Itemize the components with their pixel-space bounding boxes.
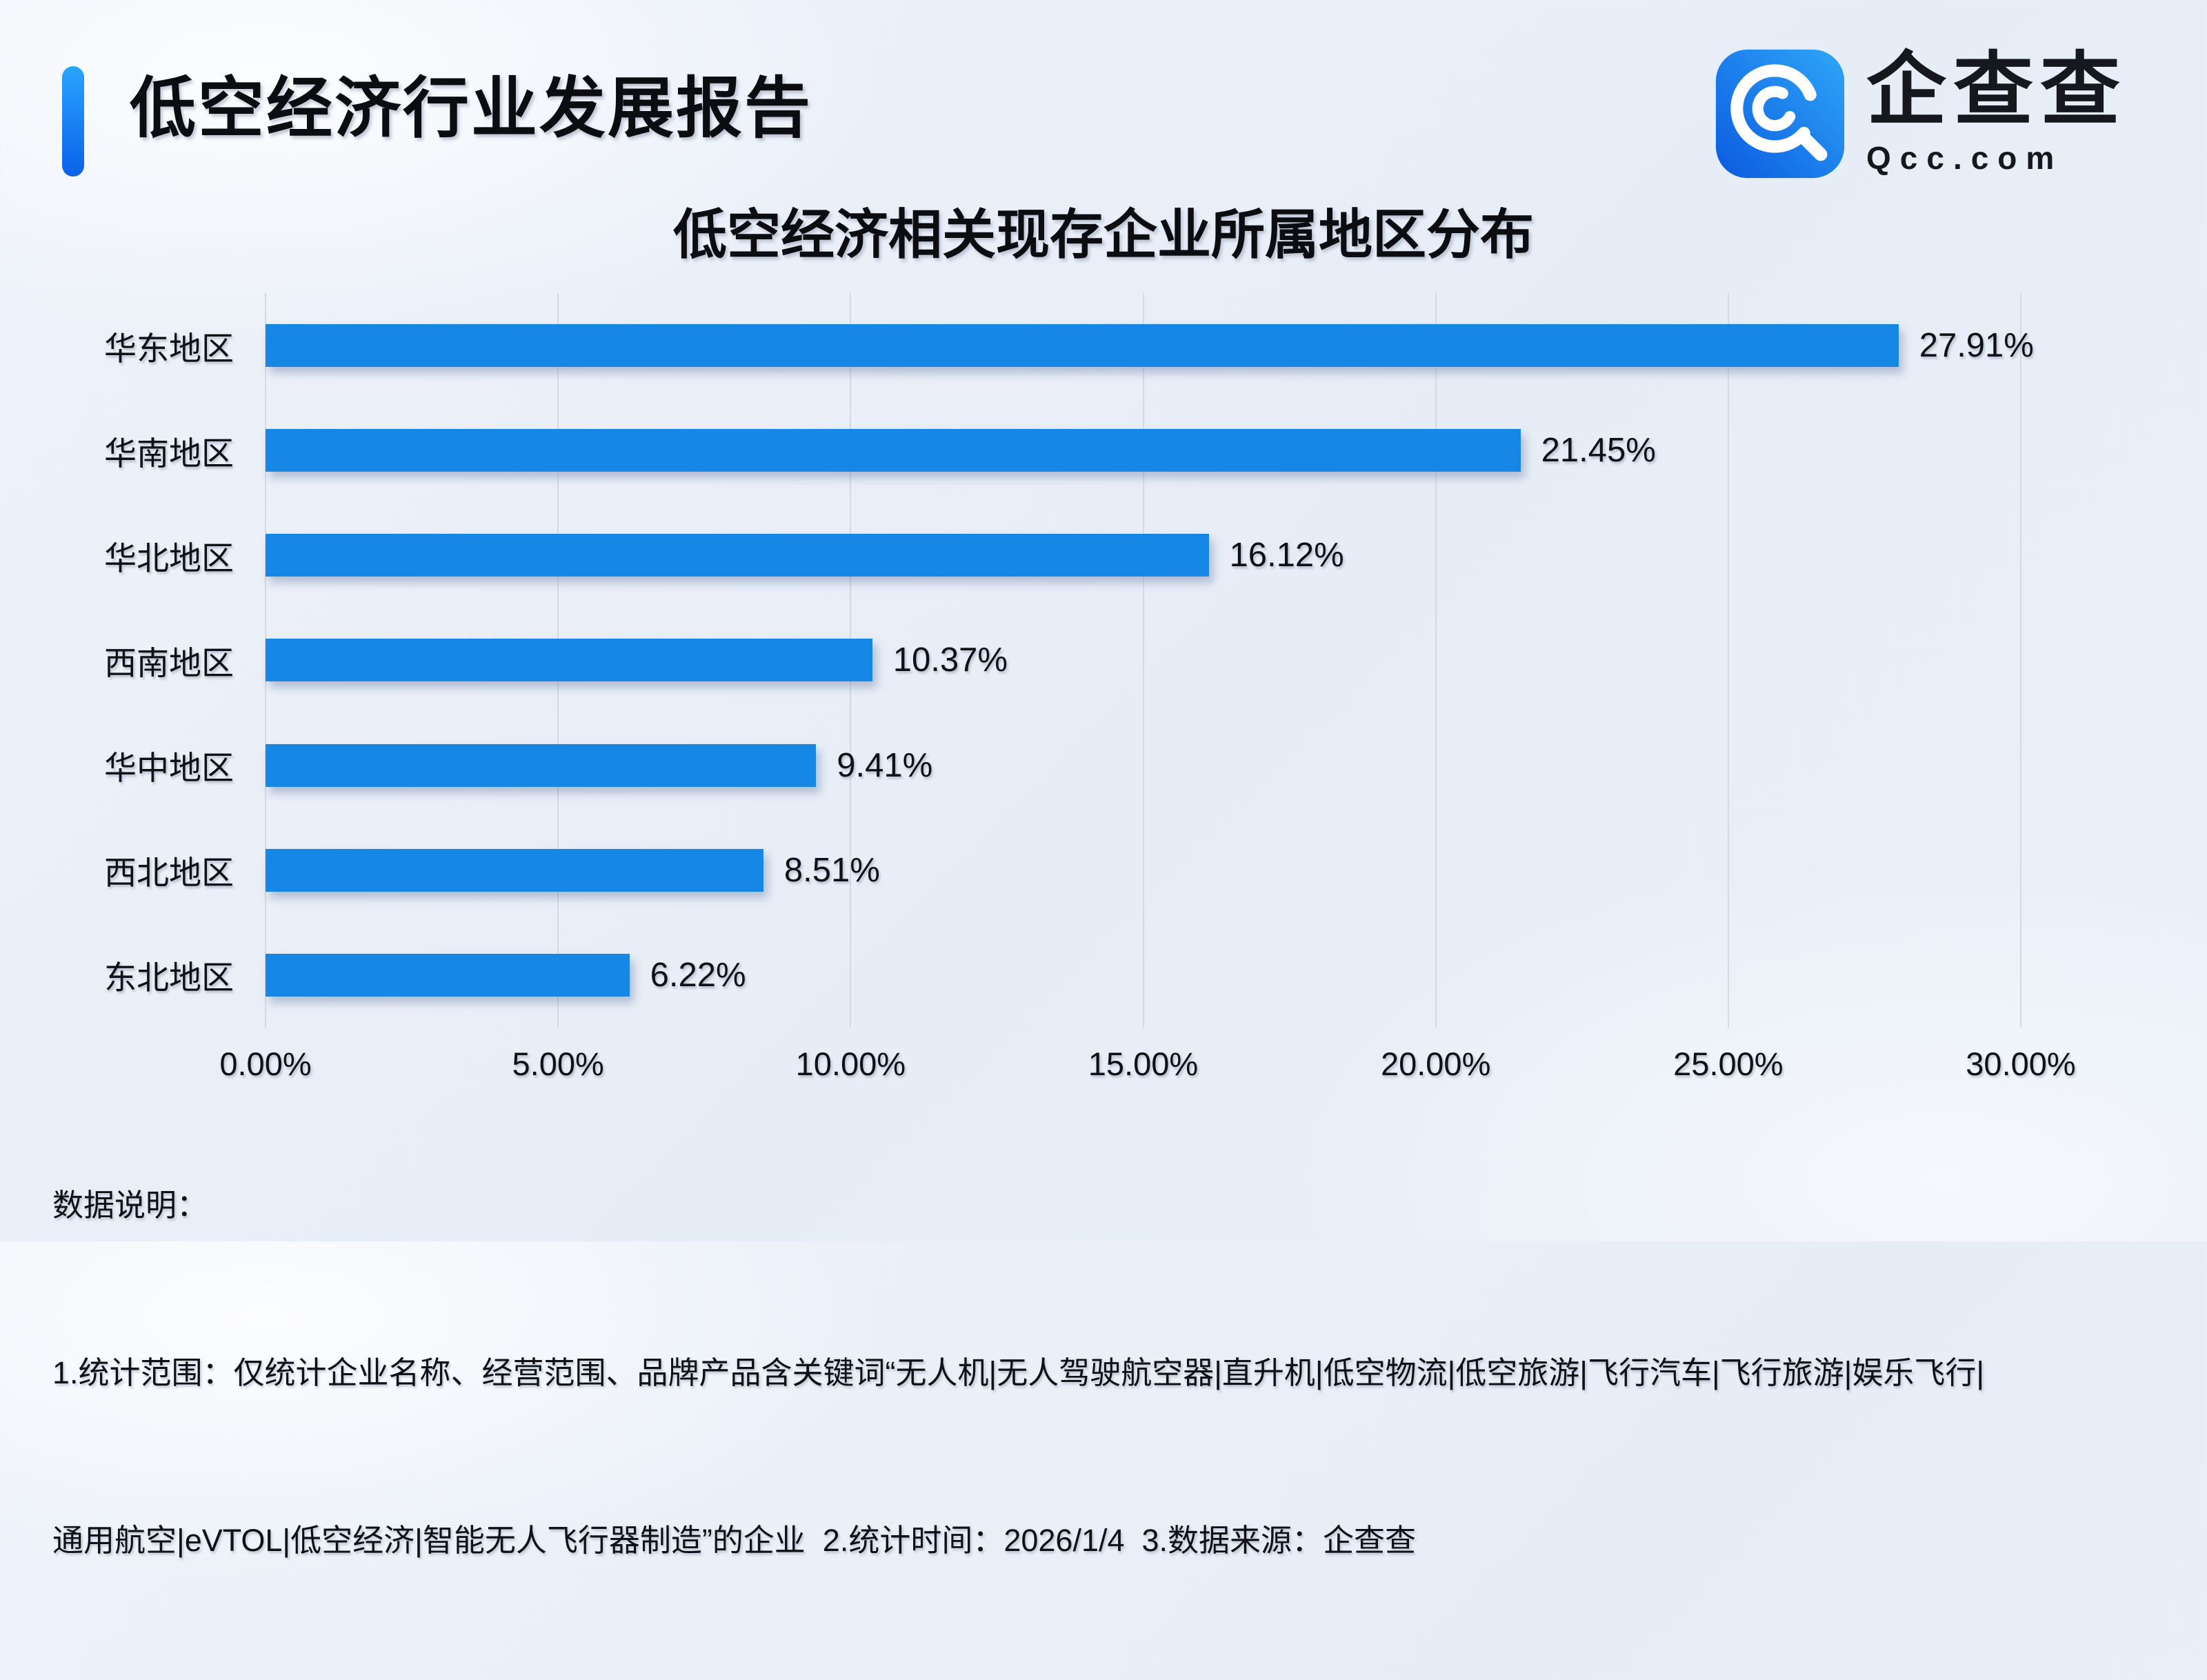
bar (266, 534, 1209, 577)
value-label: 6.22% (650, 956, 746, 994)
category-label: 西北地区 (104, 854, 234, 892)
value-label: 27.91% (1919, 327, 2034, 365)
report-page: 低空经济行业发展报告 企查查 Qcc.com 低空经济相关现存企业所属地区分布 … (0, 48, 2207, 1558)
category-label: 华北地区 (104, 539, 234, 577)
value-label: 8.51% (783, 851, 880, 889)
gridline (1435, 293, 1437, 1028)
bar (266, 429, 1521, 472)
qcc-logo-domain: Qcc.com (1866, 139, 2064, 176)
bar-rows-layer: 华东地区 27.91% 华南地区 21.45% 华北地区 16.12% 西南地区 10.37%… (104, 293, 2034, 1028)
bar-row: 东北地区 6.22% (104, 923, 2021, 1028)
category-label: 东北地区 (104, 959, 234, 997)
value-label: 16.12% (1229, 537, 1344, 574)
bar (266, 953, 630, 997)
bar (266, 743, 817, 787)
chart-title: 低空经济相关现存企业所属地区分布 (672, 204, 1534, 265)
value-label: 9.41% (837, 746, 933, 784)
category-label: 华中地区 (104, 750, 234, 787)
data-notes: 数据说明： 1.统计范围：仅统计企业名称、经营范围、品牌产品含关键词“无人机|无… (52, 1066, 1984, 1680)
gridline (1142, 293, 1144, 1028)
category-label: 西南地区 (104, 644, 234, 681)
notes-heading: 数据说明： (52, 1188, 208, 1223)
notes-line-1: 1.统计范围：仅统计企业名称、经营范围、品牌产品含关键词“无人机|无人驾驶航空器… (52, 1355, 1985, 1390)
qcc-logo: 企查查 Qcc.com (1715, 48, 2127, 179)
x-tick-label: 0.00% (219, 1046, 312, 1082)
category-label: 华南地区 (104, 434, 234, 472)
bar-row: 华中地区 9.41% (104, 713, 2021, 818)
bar (266, 639, 872, 682)
gridline (1727, 293, 1729, 1028)
title-accent-bar (62, 66, 84, 177)
x-tick-label: 10.00% (795, 1046, 906, 1082)
x-axis: 0.00% 5.00% 10.00% 15.00% 20.00% 25.00% 30.00% (219, 1045, 2075, 1093)
bar-chart: 华东地区 27.91% 华南地区 21.45% 华北地区 16.12% 西南地区 10.37%… (0, 293, 2207, 1093)
bar-row: 华北地区 16.12% (104, 503, 2021, 608)
page-title: 低空经济行业发展报告 (130, 72, 812, 146)
bar (266, 848, 763, 892)
qcc-logo-brand: 企查查 (1866, 45, 2127, 134)
x-tick-label: 5.00% (512, 1046, 604, 1082)
bar (266, 324, 1899, 368)
x-tick-label: 25.00% (1673, 1046, 1784, 1082)
bar-row: 华东地区 27.91% (104, 293, 2034, 398)
bar-row: 西北地区 8.51% (104, 818, 2021, 923)
chart-plot-area: 华东地区 27.91% 华南地区 21.45% 华北地区 16.12% 西南地区 10.37%… (104, 293, 2034, 1028)
x-tick-label: 20.00% (1380, 1046, 1491, 1082)
value-label: 10.37% (892, 641, 1008, 679)
qcc-logo-text: 企查查 Qcc.com (1866, 48, 2127, 177)
category-label: 华东地区 (104, 330, 234, 367)
bar-row: 西南地区 10.37% (104, 608, 2021, 712)
value-label: 21.45% (1541, 432, 1656, 470)
qcc-logo-icon (1715, 49, 1845, 179)
bar-row: 华南地区 21.45% (104, 398, 2021, 503)
notes-line-2: 通用航空|eVTOL|低空经济|智能无人飞行器制造”的企业 2.统计时间：202… (52, 1523, 1417, 1558)
x-tick-label: 15.00% (1088, 1046, 1199, 1082)
gridline (2020, 293, 2021, 1028)
x-tick-label: 30.00% (1966, 1046, 2076, 1082)
